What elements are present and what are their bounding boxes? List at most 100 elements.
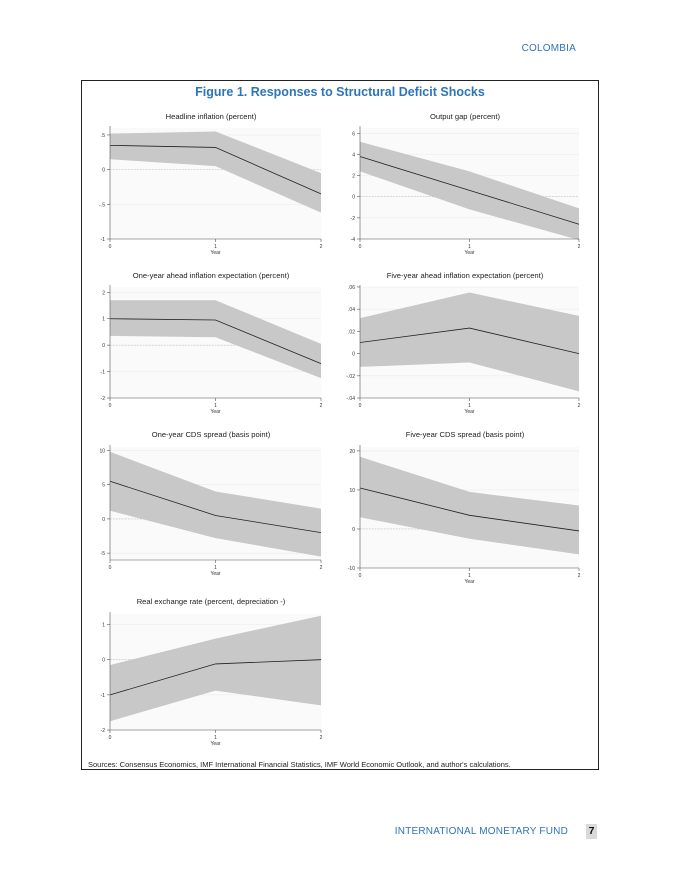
y-tick-label: -1 bbox=[101, 370, 106, 376]
chart-title: Headline inflation (percent) bbox=[165, 112, 257, 121]
response-line bbox=[359, 156, 580, 225]
response-line bbox=[109, 480, 322, 534]
chart-title: One-year CDS spread (basis point) bbox=[151, 430, 271, 439]
x-tick-label: 1 bbox=[468, 573, 471, 579]
y-tick-label: -.5 bbox=[99, 202, 105, 208]
y-tick-label: 5 bbox=[102, 483, 105, 489]
chart-title: Real exchange rate (percent, depreciatio… bbox=[136, 597, 286, 606]
x-tick-label: 0 bbox=[359, 403, 362, 409]
y-tick-label: 2 bbox=[352, 174, 355, 180]
confidence-band bbox=[360, 292, 579, 392]
y-tick-label: -.02 bbox=[346, 374, 355, 380]
x-tick-label: 2 bbox=[320, 565, 323, 571]
x-tick-label: 1 bbox=[214, 565, 217, 571]
y-tick-label: 10 bbox=[99, 448, 105, 454]
response-line bbox=[359, 327, 580, 354]
x-axis-label: Year bbox=[210, 409, 220, 415]
chart-title: One-year ahead inflation expectation (pe… bbox=[132, 271, 290, 280]
y-tick-label: 0 bbox=[352, 195, 355, 201]
x-tick-label: 1 bbox=[468, 244, 471, 250]
y-tick-label: 4 bbox=[352, 152, 355, 158]
chart-title: Five-year CDS spread (basis point) bbox=[405, 430, 525, 439]
y-tick-label: .5 bbox=[101, 133, 105, 139]
chart-real-exchange-rate: Real exchange rate (percent, depreciatio… bbox=[94, 597, 328, 752]
x-tick-label: 1 bbox=[468, 403, 471, 409]
x-axis-label: Year bbox=[464, 579, 474, 585]
x-tick-label: 0 bbox=[109, 244, 112, 250]
chart-output-gap: Output gap (percent) 6 4 2 0 -2 -4 0 1 2 Year bbox=[344, 111, 586, 261]
y-tick-label: -10 bbox=[348, 566, 355, 572]
figure-frame bbox=[81, 80, 599, 770]
y-tick-label: 10 bbox=[349, 488, 355, 494]
y-tick-label: 0 bbox=[352, 527, 355, 533]
running-header-country: COLOMBIA bbox=[521, 43, 576, 54]
chart-one-year-cds-spread: One-year CDS spread (basis point) 10 5 0 -5… bbox=[94, 430, 328, 582]
y-tick-label: -2 bbox=[101, 728, 106, 734]
chart-five-year-inflation-expectation: Five-year ahead inflation expectation (p… bbox=[344, 270, 586, 420]
x-axis-label: Year bbox=[464, 409, 474, 415]
confidence-band bbox=[110, 131, 321, 213]
response-line bbox=[359, 487, 580, 532]
x-tick-label: 0 bbox=[109, 735, 112, 741]
x-axis-label: Year bbox=[210, 741, 220, 747]
confidence-band bbox=[360, 141, 579, 241]
page-number: 7 bbox=[586, 824, 597, 839]
x-tick-label: 1 bbox=[214, 403, 217, 409]
response-line bbox=[109, 318, 322, 365]
chart-title: Five-year ahead inflation expectation (p… bbox=[386, 271, 544, 280]
x-tick-label: 0 bbox=[359, 244, 362, 250]
x-tick-label: 2 bbox=[320, 403, 323, 409]
y-tick-label: .06 bbox=[348, 285, 355, 291]
y-tick-label: 1 bbox=[102, 623, 105, 629]
y-tick-label: .04 bbox=[348, 307, 355, 313]
x-axis-label: Year bbox=[210, 250, 220, 256]
response-line bbox=[109, 144, 322, 195]
y-tick-label: 20 bbox=[349, 449, 355, 455]
chart-svg: .06 .04 .02 0 -.02 -.04 0 1 2 Year bbox=[346, 285, 581, 415]
x-tick-label: 0 bbox=[109, 403, 112, 409]
y-tick-label: 0 bbox=[352, 352, 355, 358]
y-tick-label: -2 bbox=[101, 396, 106, 402]
figure-title: Figure 1. Responses to Structural Defici… bbox=[195, 85, 485, 99]
chart-five-year-cds-spread: Five-year CDS spread (basis point) 20 10 0… bbox=[344, 430, 586, 590]
y-tick-label: -2 bbox=[351, 216, 356, 222]
x-axis-label: Year bbox=[464, 250, 474, 256]
confidence-band bbox=[110, 451, 321, 557]
chart-headline-inflation: Headline inflation (percent) .5 0 -.5 -1 0 1 2… bbox=[94, 111, 328, 261]
x-tick-label: 2 bbox=[578, 573, 581, 579]
x-tick-label: 0 bbox=[359, 573, 362, 579]
confidence-band bbox=[110, 615, 321, 722]
chart-svg: 20 10 0 -10 0 1 2 Year bbox=[348, 445, 581, 585]
y-tick-label: 0 bbox=[102, 658, 105, 664]
y-tick-label: 0 bbox=[102, 343, 105, 349]
x-tick-label: 1 bbox=[214, 244, 217, 250]
y-tick-label: 0 bbox=[102, 517, 105, 523]
figure-sources-note: Sources: Consensus Economics, IMF Intern… bbox=[88, 760, 511, 769]
x-axis-label: Year bbox=[210, 571, 220, 577]
x-tick-label: 2 bbox=[578, 403, 581, 409]
y-tick-label: -5 bbox=[101, 551, 106, 557]
y-tick-label: 2 bbox=[102, 290, 105, 296]
x-tick-label: 1 bbox=[214, 735, 217, 741]
x-tick-label: 0 bbox=[109, 565, 112, 571]
y-tick-label: -1 bbox=[101, 693, 106, 699]
y-tick-label: -4 bbox=[351, 237, 356, 243]
x-tick-label: 2 bbox=[320, 244, 323, 250]
y-tick-label: .02 bbox=[348, 329, 355, 335]
x-tick-label: 2 bbox=[320, 735, 323, 741]
chart-one-year-inflation-expectation: One-year ahead inflation expectation (pe… bbox=[94, 270, 328, 420]
y-tick-label: 6 bbox=[352, 131, 355, 137]
response-line bbox=[109, 659, 322, 696]
running-footer-publisher: INTERNATIONAL MONETARY FUND bbox=[394, 826, 568, 837]
chart-title: Output gap (percent) bbox=[429, 112, 501, 121]
y-tick-label: 0 bbox=[102, 168, 105, 174]
chart-svg: 10 5 0 -5 0 1 2 Year bbox=[99, 445, 323, 577]
confidence-band bbox=[360, 456, 579, 555]
y-tick-label: 1 bbox=[102, 317, 105, 323]
y-tick-label: -.04 bbox=[346, 396, 355, 402]
x-tick-label: 2 bbox=[578, 244, 581, 250]
